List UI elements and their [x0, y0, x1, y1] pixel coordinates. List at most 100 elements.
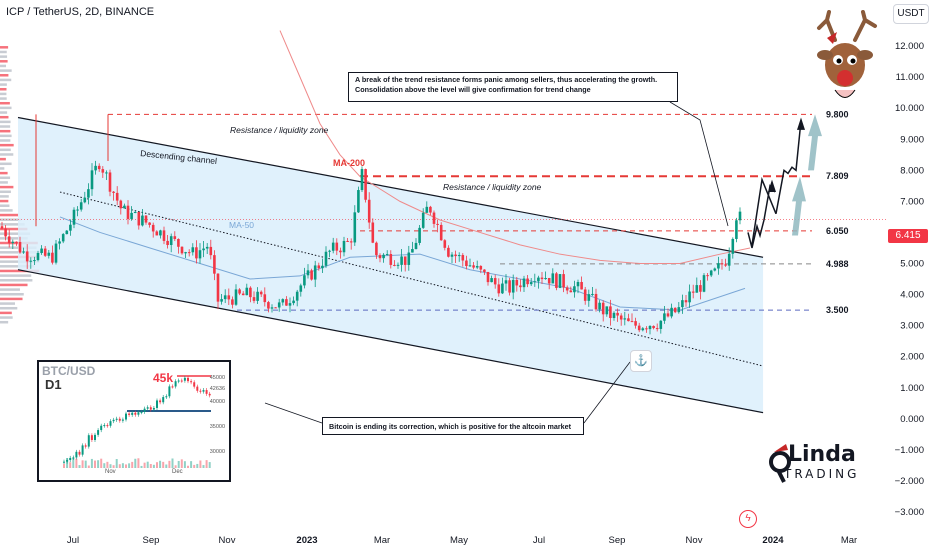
logo-line1: Linda [788, 442, 856, 467]
inset-month-dec: Dec [172, 469, 183, 475]
candles [0, 160, 742, 335]
candle-body [666, 313, 670, 317]
candle-body [11, 241, 15, 243]
price-tick-10: 3.000 [900, 321, 924, 332]
level-label-0: 9.800 [826, 109, 849, 119]
moving-averages [59, 30, 751, 311]
anchor-icon[interactable]: ⚓ [630, 350, 652, 372]
candle-body [61, 234, 65, 242]
candle-body [717, 263, 720, 269]
candle-body [540, 277, 544, 280]
inset-chart: 45000 42636 40000 35000 30000 [63, 375, 225, 468]
candle-body [151, 224, 155, 232]
price-axis[interactable]: 13.00012.00011.00010.0009.0008.0007.0006… [888, 0, 932, 550]
time-axis[interactable]: Jul Sep Nov 2023 Mar May Jul Sep Nov 2024 Mar [67, 535, 857, 546]
candle-body [33, 260, 36, 262]
candle-body [569, 290, 573, 293]
candle-body [25, 251, 29, 262]
candle-body [587, 294, 591, 301]
volume-profile-bar [0, 316, 13, 319]
candle-body [83, 197, 87, 203]
inset-volume-bar [137, 458, 140, 468]
inset-price-4: 30000 [210, 449, 225, 455]
lightning-icon[interactable]: ϟ [739, 510, 757, 528]
candle-body [209, 246, 213, 256]
inset-candle-body [134, 412, 137, 415]
candle-body [619, 315, 623, 320]
candle-body [7, 236, 11, 243]
candle-body [479, 265, 483, 270]
candle-body [256, 291, 259, 301]
inset-candle-body [156, 400, 158, 408]
volume-profile-bar [0, 232, 31, 235]
inset-price-2: 40000 [210, 399, 225, 405]
candle-body [339, 250, 342, 253]
candle-body [616, 312, 619, 316]
candle-body [177, 238, 180, 247]
candle-body [285, 299, 288, 306]
candle-body [324, 251, 328, 266]
time-tick-0: Jul [67, 535, 79, 546]
candle-body [731, 238, 735, 254]
candle-body [43, 248, 47, 256]
volume-profile-bar [0, 162, 12, 166]
inset-volume-bar [199, 460, 202, 468]
inset-candle-body [72, 457, 75, 459]
candle-body [223, 295, 227, 300]
inset-volume-bar [84, 460, 87, 468]
volume-profile-bar [0, 115, 9, 119]
inset-candle-body [174, 381, 177, 387]
candle-body [529, 282, 533, 285]
inset-candle-body [159, 400, 162, 403]
inset-candle-body [193, 382, 196, 387]
inset-volume-bar [103, 463, 106, 468]
candle-body [555, 273, 558, 288]
candle-body [630, 321, 634, 323]
inset-candle-body [165, 396, 168, 398]
candle-body [29, 260, 33, 262]
inset-candle-body [205, 390, 208, 394]
volume-profile-bar [0, 50, 7, 54]
candle-body [706, 275, 709, 277]
candle-body [292, 300, 295, 304]
candle-body [537, 277, 540, 282]
channel-lower-line [17, 269, 764, 414]
candle-body [187, 252, 191, 254]
inset-volume-bar [106, 461, 109, 468]
candle-body [389, 254, 393, 265]
candle-body [295, 291, 299, 301]
candle-body [551, 273, 555, 284]
candle-body [22, 251, 25, 253]
candle-body [573, 286, 576, 293]
candle-body [382, 254, 385, 259]
volume-profile-bar [0, 167, 5, 170]
channel-upper-line [17, 116, 764, 258]
candle-body [173, 236, 177, 239]
volume-profile-bar [0, 171, 8, 175]
volume-profile-bar [0, 279, 33, 282]
candle-body [429, 206, 432, 213]
candle-body [191, 247, 195, 253]
currency-badge[interactable]: USDT [893, 4, 929, 24]
candle-body [367, 199, 371, 223]
candle-body [331, 242, 335, 251]
candle-body [400, 256, 403, 265]
inset-volume-bar [63, 463, 65, 468]
candle-body [457, 255, 461, 257]
candle-body [684, 300, 688, 303]
candle-body [108, 172, 112, 192]
volume-profile-bar [0, 306, 18, 310]
candle-body [130, 212, 133, 219]
candle-body [137, 212, 141, 226]
inset-timeframe: D1 [45, 377, 62, 392]
volume-profile-bar [0, 293, 24, 296]
inset-volume-bar [118, 464, 121, 468]
time-tick-2: Nov [219, 535, 236, 546]
inset-candle-body [100, 425, 103, 431]
volume-profile-bar [0, 269, 40, 273]
inset-volume-bar [66, 458, 69, 468]
candle-body [637, 325, 641, 331]
candle-body [407, 252, 411, 265]
logo-line2: TRADING [784, 467, 860, 481]
